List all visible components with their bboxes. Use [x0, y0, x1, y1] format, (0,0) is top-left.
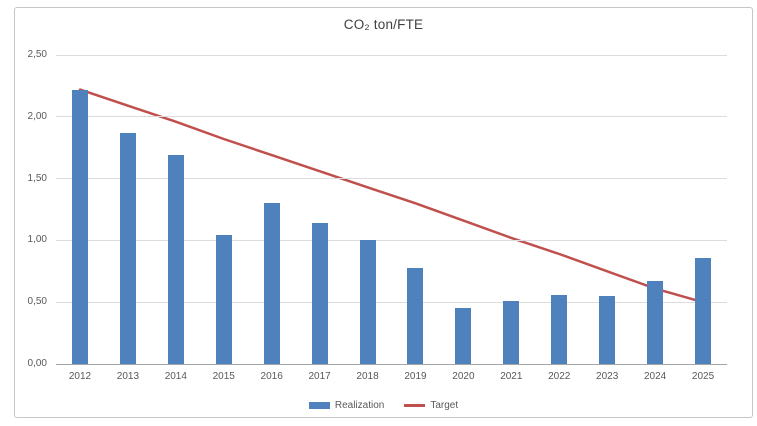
- y-tick-label: 1,50: [27, 172, 47, 184]
- chart-title: CO₂ ton/FTE: [343, 17, 424, 32]
- realization-legend-swatch: [308, 402, 330, 409]
- x-tick-label-2020: 2020: [452, 371, 475, 382]
- x-tick-label-2019: 2019: [404, 371, 427, 382]
- y-tick-label: 1,00: [27, 234, 47, 246]
- bar-2021: [503, 300, 520, 364]
- y-tick-label: 2,00: [27, 110, 47, 122]
- target-legend-label: Target: [430, 400, 459, 411]
- gridline-2,00: [56, 116, 727, 118]
- bar-2023: [599, 296, 616, 364]
- x-tick-label-2022: 2022: [548, 371, 571, 382]
- gridline-0,50: [56, 301, 727, 303]
- x-axis-line: [56, 363, 727, 365]
- bar-2013: [119, 132, 136, 364]
- target-line-svg: [78, 88, 705, 304]
- bar-2012: [71, 89, 88, 364]
- bar-2017: [311, 223, 328, 364]
- x-tick-label-2016: 2016: [260, 371, 283, 382]
- y-tick-label: 0,00: [27, 358, 47, 369]
- x-tick-label-2018: 2018: [356, 371, 379, 382]
- bar-2020: [455, 308, 472, 364]
- realization-legend-label: Realization: [334, 400, 385, 411]
- x-tick-label-2015: 2015: [212, 371, 235, 382]
- x-tick-label-2023: 2023: [596, 371, 619, 382]
- legend: Realization Target: [15, 400, 752, 411]
- x-tick-label-2025: 2025: [691, 371, 715, 382]
- chart-frame: CO₂ ton/FTE 2012 2013 2014 2015 2016 2017 2018…: [14, 7, 753, 418]
- bar-2024: [647, 281, 664, 364]
- gridline-1,50: [56, 178, 727, 180]
- y-tick-label: 2,50: [27, 49, 47, 60]
- x-tick-label-2012: 2012: [68, 371, 92, 382]
- bar-2014: [167, 155, 184, 364]
- x-tick-label-2017: 2017: [308, 371, 331, 382]
- bar-2025: [695, 257, 712, 364]
- x-tick-label-2021: 2021: [500, 371, 523, 382]
- x-tick-label-2014: 2014: [164, 371, 187, 382]
- x-tick-label-2024: 2024: [643, 371, 667, 382]
- y-tick-label: 0,50: [27, 296, 47, 308]
- target-line: [78, 88, 705, 304]
- bar-2019: [407, 267, 424, 364]
- plot-area: 2012 2013 2014 2015 2016 2017 2018 2019 2020 2021…: [56, 54, 727, 382]
- bar-2018: [359, 240, 376, 364]
- bar-2022: [551, 294, 568, 364]
- gridline-2,50: [56, 54, 727, 56]
- bar-2015: [215, 235, 232, 364]
- target-legend-swatch: [404, 404, 426, 407]
- x-tick-label-2013: 2013: [116, 371, 140, 382]
- bar-2016: [263, 203, 280, 364]
- gridline-1,00: [56, 239, 727, 241]
